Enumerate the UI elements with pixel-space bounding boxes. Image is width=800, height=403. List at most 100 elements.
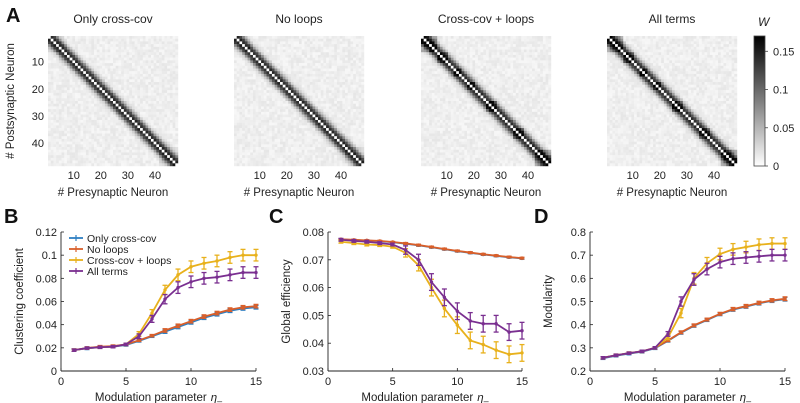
heatmap-cell — [69, 111, 73, 115]
heatmap-cell — [312, 128, 316, 131]
heatmap-cell — [118, 149, 122, 153]
heatmap-cell — [137, 128, 141, 131]
heatmap-cell — [464, 36, 468, 39]
heatmap-cell — [48, 130, 51, 134]
heatmap-cell — [50, 98, 54, 102]
heatmap-cell — [285, 160, 289, 164]
heatmap-cell — [271, 68, 275, 72]
heatmap-cell — [153, 152, 157, 156]
heatmap-cell — [80, 52, 84, 56]
heatmap-cell — [129, 122, 133, 126]
heatmap-cell — [99, 117, 103, 121]
heatmap-cell — [285, 87, 289, 91]
heatmap-cell — [271, 49, 275, 53]
heatmap-cell — [477, 36, 481, 39]
heatmap-cell — [134, 138, 138, 142]
heatmap-cell — [123, 52, 127, 56]
heatmap-cell — [53, 87, 57, 91]
heatmap-cell — [88, 98, 92, 102]
heatmap-cell — [285, 90, 289, 94]
heatmap-cell — [142, 149, 146, 153]
heatmap-cell — [258, 38, 262, 42]
heatmap-cell — [61, 76, 65, 80]
heatmap-cell — [75, 60, 78, 64]
heatmap-cell — [80, 133, 84, 137]
heatmap-cell — [342, 71, 346, 75]
heatmap-cell — [326, 95, 329, 99]
heatmap-cell — [350, 60, 354, 64]
heatmap-cell — [161, 63, 165, 66]
heatmap-cell — [118, 82, 122, 85]
heatmap-cell — [234, 73, 237, 77]
heatmap-cell — [150, 92, 154, 96]
heatmap-cell — [85, 152, 89, 156]
heatmap-cell — [131, 106, 135, 110]
heatmap-cell — [107, 36, 111, 39]
heatmap-cell — [61, 138, 65, 142]
heatmap-cell — [353, 157, 357, 161]
heatmap-cell — [339, 98, 343, 102]
heatmap-cell — [113, 54, 116, 58]
heatmap-cell — [328, 141, 332, 145]
heatmap-cell — [350, 92, 354, 96]
heatmap-cell — [255, 41, 259, 45]
heatmap-cell — [423, 38, 427, 42]
heatmap-cell — [75, 46, 78, 50]
heatmap-cell — [280, 117, 283, 121]
heatmap-cell — [172, 147, 176, 150]
heatmap-cell — [326, 114, 329, 118]
heatmap-cell — [75, 38, 78, 42]
heatmap-cell — [296, 60, 300, 64]
heatmap-cell — [94, 90, 97, 94]
heatmap-cell — [236, 92, 240, 96]
heatmap-cell — [85, 130, 89, 134]
heatmap-cell — [156, 73, 160, 77]
heatmap-cell — [347, 125, 351, 129]
heatmap-cell — [126, 147, 130, 150]
heatmap-cell — [107, 160, 111, 164]
heatmap-cell — [361, 130, 365, 134]
heatmap-cell — [345, 65, 348, 69]
heatmap-cell — [280, 36, 283, 39]
heatmap-cell — [53, 38, 57, 42]
heatmap-cell — [94, 71, 97, 75]
heatmap-cell — [161, 133, 165, 137]
heatmap-cell — [85, 57, 89, 61]
heatmap-cell — [429, 49, 433, 53]
heatmap-cell — [507, 44, 511, 48]
heatmap-cell — [326, 57, 329, 61]
heatmap-cell — [496, 38, 500, 42]
heatmap-cell — [169, 87, 173, 91]
heatmap-cell — [548, 41, 552, 45]
heatmap-cell — [236, 106, 240, 110]
heatmap-cell — [296, 149, 300, 153]
heatmap-cell — [244, 98, 248, 102]
heatmap-cell — [242, 109, 246, 113]
heatmap-cell — [290, 125, 294, 129]
heatmap-cell — [255, 111, 259, 115]
heatmap-cell — [56, 71, 60, 75]
heatmap-cell — [104, 114, 108, 118]
heatmap-cell — [77, 136, 81, 140]
heatmap-cell — [453, 41, 457, 45]
heatmap-cell — [250, 46, 254, 50]
heatmap-cell — [339, 82, 343, 85]
heatmap-cell — [53, 163, 57, 167]
heatmap-cell — [336, 147, 340, 150]
heatmap-cell — [301, 98, 305, 102]
heatmap-cell — [328, 95, 332, 99]
heatmap-cell — [347, 128, 351, 131]
heatmap-cell — [548, 46, 552, 50]
heatmap-cell — [107, 163, 111, 167]
heatmap-cell — [129, 57, 133, 61]
heatmap-cell — [309, 149, 313, 153]
heatmap-cell — [453, 38, 457, 42]
heatmap-cell — [126, 95, 130, 99]
heatmap-cell — [290, 41, 294, 45]
heatmap-cell — [288, 106, 292, 110]
heatmap-cell — [312, 60, 316, 64]
heatmap-cell — [339, 68, 343, 72]
heatmap-cell — [317, 76, 321, 80]
heatmap-cell — [353, 84, 357, 88]
heatmap-cell — [334, 114, 338, 118]
